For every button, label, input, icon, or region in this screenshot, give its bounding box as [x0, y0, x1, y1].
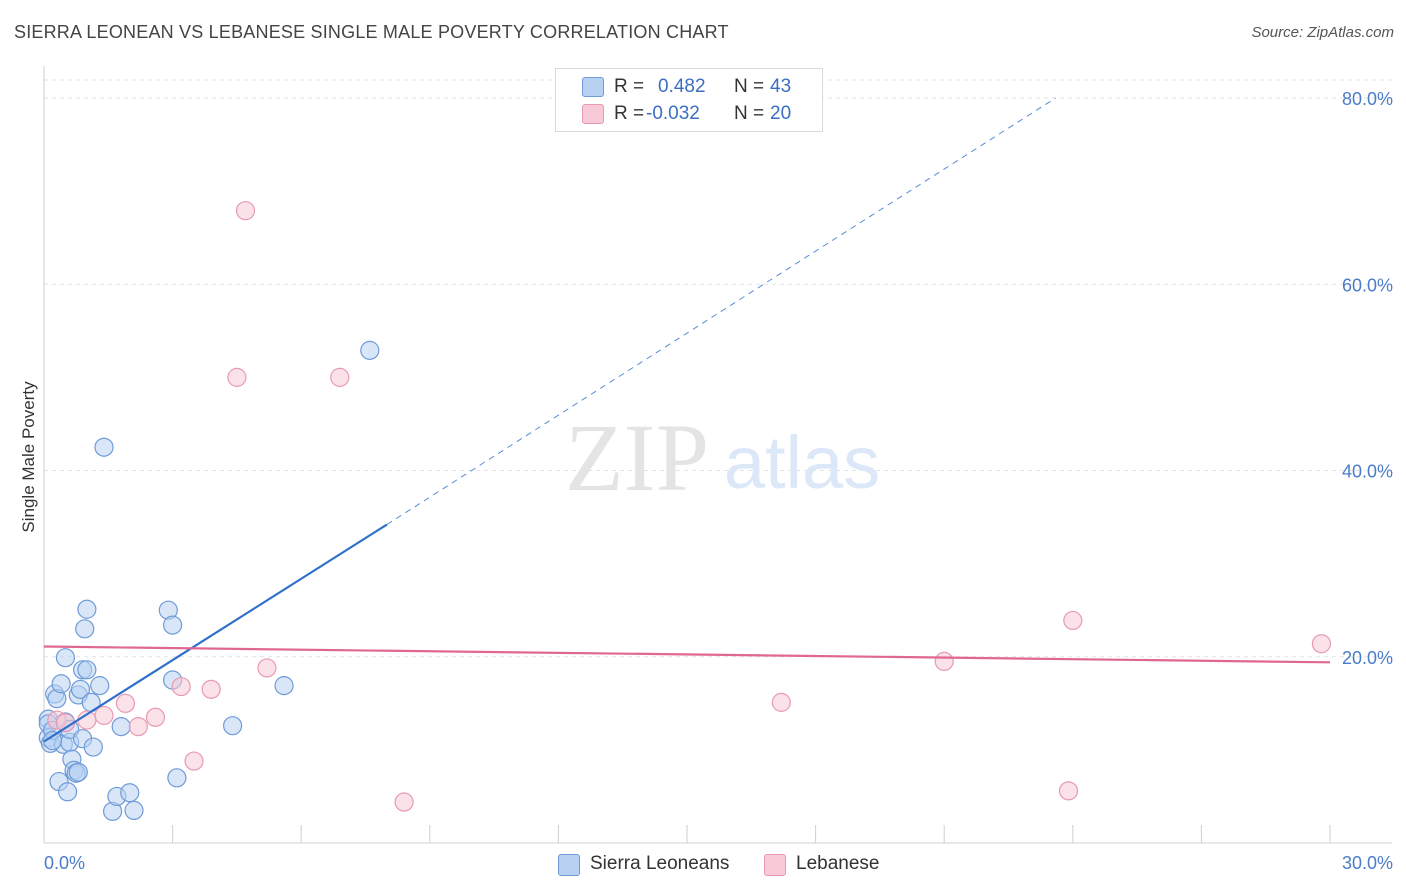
point-lebanese — [184, 751, 204, 771]
point-sierra-leonean — [70, 679, 91, 699]
trendline-sierra-leoneans-extension — [386, 97, 1056, 525]
point-sierra-leonean — [83, 737, 103, 757]
legend-swatch-blue — [582, 77, 604, 97]
point-sierra-leonean — [55, 648, 76, 668]
watermark-zip: ZIP — [565, 404, 709, 511]
point-sierra-leonean — [163, 615, 183, 635]
legend-r-label: R = — [614, 76, 645, 97]
point-lebanese — [115, 693, 136, 713]
point-sierra-leonean — [75, 619, 95, 639]
chart-title: SIERRA LEONEAN VS LEBANESE SINGLE MALE P… — [14, 22, 729, 42]
point-sierra-leonean — [51, 674, 71, 694]
legend-n-label: N = — [734, 103, 765, 124]
point-sierra-leonean — [90, 676, 110, 696]
legend-r-label: R = — [614, 103, 645, 124]
point-sierra-leonean — [111, 716, 131, 737]
point-sierra-leonean — [223, 716, 243, 736]
point-lebanese — [934, 651, 954, 672]
point-lebanese — [227, 367, 247, 387]
point-lebanese — [771, 692, 791, 712]
y-tick-label: 60.0% — [1342, 275, 1393, 295]
x-tick-label: 0.0% — [44, 853, 85, 873]
point-sierra-leonean — [68, 762, 88, 782]
point-sierra-leonean — [94, 437, 114, 457]
point-sierra-leonean — [120, 783, 140, 803]
bottom-legend-label: Sierra Leoneans — [590, 853, 730, 874]
axis-layer: 20.0% 40.0% 60.0% 80.0% 0.0% 30.0% — [43, 66, 1393, 873]
bottom-legend-label: Lebanese — [796, 853, 880, 874]
point-sierra-leonean — [57, 782, 78, 802]
point-sierra-leonean — [360, 340, 380, 360]
trendline-lebanese — [43, 645, 1331, 664]
x-tick-label: 30.0% — [1342, 853, 1393, 873]
legend-swatch-pink — [582, 104, 604, 124]
legend-n-value: 20 — [770, 103, 792, 124]
point-lebanese — [235, 201, 256, 221]
point-sierra-leonean — [274, 676, 294, 696]
source-label: Source: ZipAtlas.com — [1251, 24, 1394, 41]
trendline-sierra-leoneans — [43, 523, 388, 743]
point-lebanese — [394, 792, 414, 812]
legend-n-value: 43 — [770, 76, 792, 97]
point-lebanese — [94, 705, 114, 726]
point-lebanese — [1058, 781, 1079, 801]
bottom-legend-swatch-blue — [558, 854, 580, 876]
trend-layer — [43, 97, 1331, 743]
point-lebanese — [257, 658, 277, 678]
y-tick-label: 20.0% — [1342, 648, 1393, 668]
legend-r-value: 0.482 — [658, 76, 706, 97]
point-sierra-leonean — [167, 768, 187, 788]
bottom-legend-swatch-pink — [764, 854, 786, 876]
y-tick-label: 40.0% — [1342, 462, 1393, 482]
watermark-atlas: atlas — [724, 421, 880, 504]
grid-layer — [44, 79, 1392, 658]
point-lebanese — [145, 707, 166, 727]
point-lebanese — [201, 679, 221, 699]
points-layer — [38, 201, 1332, 821]
y-tick-label: 80.0% — [1342, 89, 1393, 109]
point-lebanese — [171, 676, 191, 697]
point-sierra-leonean — [124, 800, 144, 821]
point-lebanese — [1063, 610, 1083, 631]
legend-n-label: N = — [734, 76, 765, 97]
point-lebanese — [128, 716, 148, 737]
point-lebanese — [1311, 634, 1332, 654]
correlation-legend: R = 0.482 N = 43 R = -0.032 N = 20 — [555, 68, 823, 132]
y-axis-label: Single Male Poverty — [19, 381, 38, 533]
point-lebanese — [330, 367, 350, 387]
point-sierra-leonean — [77, 660, 97, 680]
legend-r-value: -0.032 — [646, 103, 700, 124]
point-sierra-leonean — [77, 599, 97, 619]
